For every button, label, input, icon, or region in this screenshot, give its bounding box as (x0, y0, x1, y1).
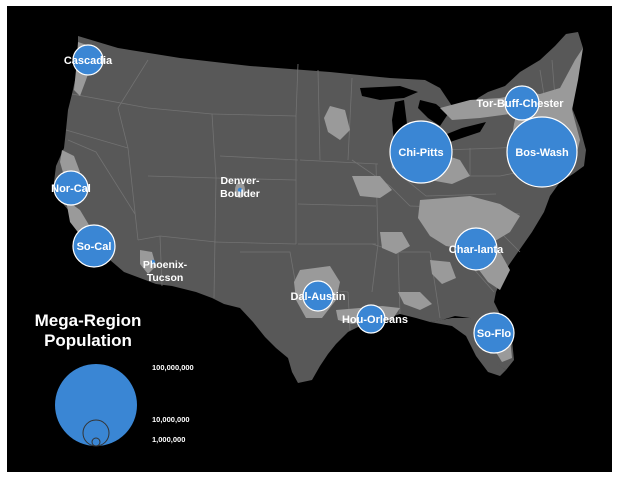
label-char-lanta: Char-lanta (449, 244, 504, 256)
legend: Mega-Region Population 100,000,000 10,00… (35, 311, 194, 447)
bubble-tor-buff-chester[interactable] (504, 85, 540, 121)
bubble-dal-austin[interactable] (302, 280, 334, 312)
label-phoenix-tucson-2: Tucson (147, 272, 184, 284)
legend-circle-1m (91, 437, 101, 447)
bubble-nor-cal[interactable] (53, 170, 89, 206)
label-nor-cal: Nor-Cal (51, 183, 91, 195)
label-chi-pitts: Chi-Pitts (398, 147, 443, 159)
label-denver-boulder-1: Denver- (220, 175, 260, 187)
bubble-cascadia[interactable] (72, 44, 104, 76)
label-hou-orleans: Hou-Orleans (342, 314, 408, 326)
dot-phoenix-tucson[interactable] (150, 259, 156, 265)
label-so-flo: So-Flo (477, 328, 511, 340)
label-bos-wash: Bos-Wash (515, 147, 569, 159)
dot-denver-boulder[interactable] (237, 187, 243, 193)
label-cascadia: Cascadia (64, 55, 113, 67)
legend-circle-100m (55, 364, 137, 446)
label-denver-boulder-2: Boulder (220, 188, 260, 200)
bubble-bos-wash[interactable] (506, 116, 578, 188)
region-bubbles (53, 44, 578, 354)
gulf-coast-shape (430, 318, 506, 376)
label-so-cal: So-Cal (77, 241, 112, 253)
region-dots (150, 187, 243, 265)
legend-label-10m: 10,000,000 (152, 415, 190, 424)
label-dal-austin: Dal-Austin (291, 291, 346, 303)
label-phoenix-tucson-1: Phoenix- (143, 259, 188, 271)
legend-title-line-1: Mega-Region (35, 311, 142, 330)
legend-label-1m: 1,000,000 (152, 435, 185, 444)
legend-title-line-2: Population (44, 331, 132, 350)
region-labels: Cascadia Nor-Cal So-Cal Phoenix- Tucson … (51, 55, 569, 340)
bubble-char-lanta[interactable] (454, 227, 498, 271)
bubble-so-cal[interactable] (72, 224, 116, 268)
bubble-so-flo[interactable] (473, 312, 515, 354)
bubble-hou-orleans[interactable] (356, 304, 386, 334)
legend-label-100m: 100,000,000 (152, 363, 194, 372)
bubble-chi-pitts[interactable] (389, 120, 453, 184)
label-tor-buff-chester: Tor-Buff-Chester (476, 98, 564, 110)
